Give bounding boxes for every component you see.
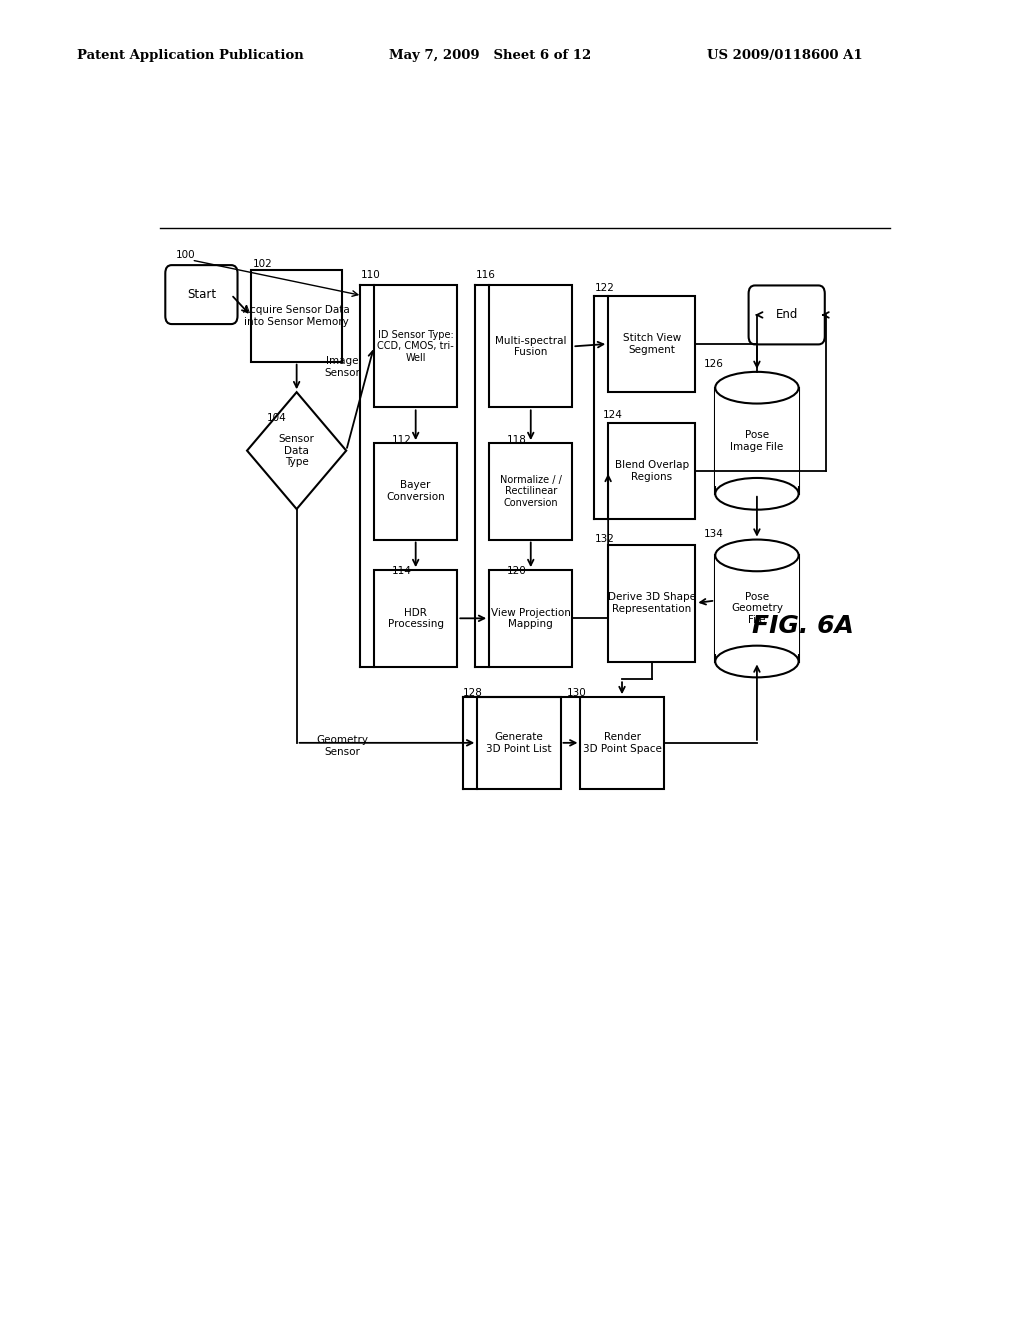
Bar <box>374 285 458 408</box>
Text: Normalize / /
Rectilinear
Conversion: Normalize / / Rectilinear Conversion <box>500 475 562 508</box>
Text: US 2009/0118600 A1: US 2009/0118600 A1 <box>707 49 862 62</box>
Text: 124: 124 <box>602 409 623 420</box>
Text: May 7, 2009   Sheet 6 of 12: May 7, 2009 Sheet 6 of 12 <box>389 49 592 62</box>
Text: 130: 130 <box>567 688 587 698</box>
Text: HDR
Processing: HDR Processing <box>388 607 443 630</box>
Bar <box>477 697 560 788</box>
Text: ID Sensor Type:
CCD, CMOS, tri-
Well: ID Sensor Type: CCD, CMOS, tri- Well <box>377 330 454 363</box>
Bar <box>251 271 342 362</box>
Text: Render
3D Point Space: Render 3D Point Space <box>583 733 662 754</box>
Text: End: End <box>775 309 798 322</box>
Text: Stitch View
Segment: Stitch View Segment <box>623 333 681 355</box>
Text: Geometry
Sensor: Geometry Sensor <box>316 735 369 756</box>
Text: 116: 116 <box>475 271 496 280</box>
Ellipse shape <box>715 645 799 677</box>
Text: Multi-spectral
Fusion: Multi-spectral Fusion <box>495 335 566 358</box>
Ellipse shape <box>715 372 799 404</box>
Text: 126: 126 <box>705 359 724 368</box>
Ellipse shape <box>715 540 799 572</box>
Text: FIG. 6A: FIG. 6A <box>752 614 853 638</box>
Text: Derive 3D Shape
Representation: Derive 3D Shape Representation <box>608 593 695 614</box>
FancyBboxPatch shape <box>165 265 238 325</box>
Ellipse shape <box>715 478 799 510</box>
Bar <box>608 296 695 392</box>
Text: 128: 128 <box>463 688 482 698</box>
Text: Generate
3D Point List: Generate 3D Point List <box>486 733 552 754</box>
Bar <box>489 285 572 408</box>
Bar <box>489 444 572 540</box>
FancyBboxPatch shape <box>749 285 824 345</box>
Text: 118: 118 <box>507 436 526 445</box>
Bar <box>608 422 695 519</box>
Text: View Projection
Mapping: View Projection Mapping <box>490 607 570 630</box>
Text: Start: Start <box>186 288 216 301</box>
Text: 134: 134 <box>705 529 724 540</box>
Bar <box>374 444 458 540</box>
Bar <box>715 380 799 486</box>
Bar <box>715 548 799 653</box>
Text: 112: 112 <box>391 436 412 445</box>
Bar <box>489 570 572 667</box>
Text: Blend Overlap
Regions: Blend Overlap Regions <box>614 461 689 482</box>
Text: Bayer
Conversion: Bayer Conversion <box>386 480 445 502</box>
Bar <box>715 388 799 494</box>
Bar <box>374 570 458 667</box>
Text: Pose
Geometry
File: Pose Geometry File <box>731 591 783 626</box>
Text: 102: 102 <box>253 259 272 269</box>
Bar <box>608 545 695 661</box>
Text: Sensor
Data
Type: Sensor Data Type <box>279 434 314 467</box>
Text: 110: 110 <box>360 271 380 280</box>
Text: Image
Sensor: Image Sensor <box>325 356 360 378</box>
Text: Acquire Sensor Data
into Sensor Memory: Acquire Sensor Data into Sensor Memory <box>244 305 350 327</box>
Text: 114: 114 <box>391 566 412 576</box>
Bar <box>715 556 799 661</box>
Text: 100: 100 <box>176 249 196 260</box>
Text: 104: 104 <box>267 413 287 422</box>
Text: 132: 132 <box>595 533 614 544</box>
Bar <box>581 697 664 788</box>
Text: Patent Application Publication: Patent Application Publication <box>77 49 303 62</box>
Text: Pose
Image File: Pose Image File <box>730 430 783 451</box>
Polygon shape <box>247 392 346 510</box>
Text: 122: 122 <box>595 284 614 293</box>
Text: 120: 120 <box>507 566 526 576</box>
